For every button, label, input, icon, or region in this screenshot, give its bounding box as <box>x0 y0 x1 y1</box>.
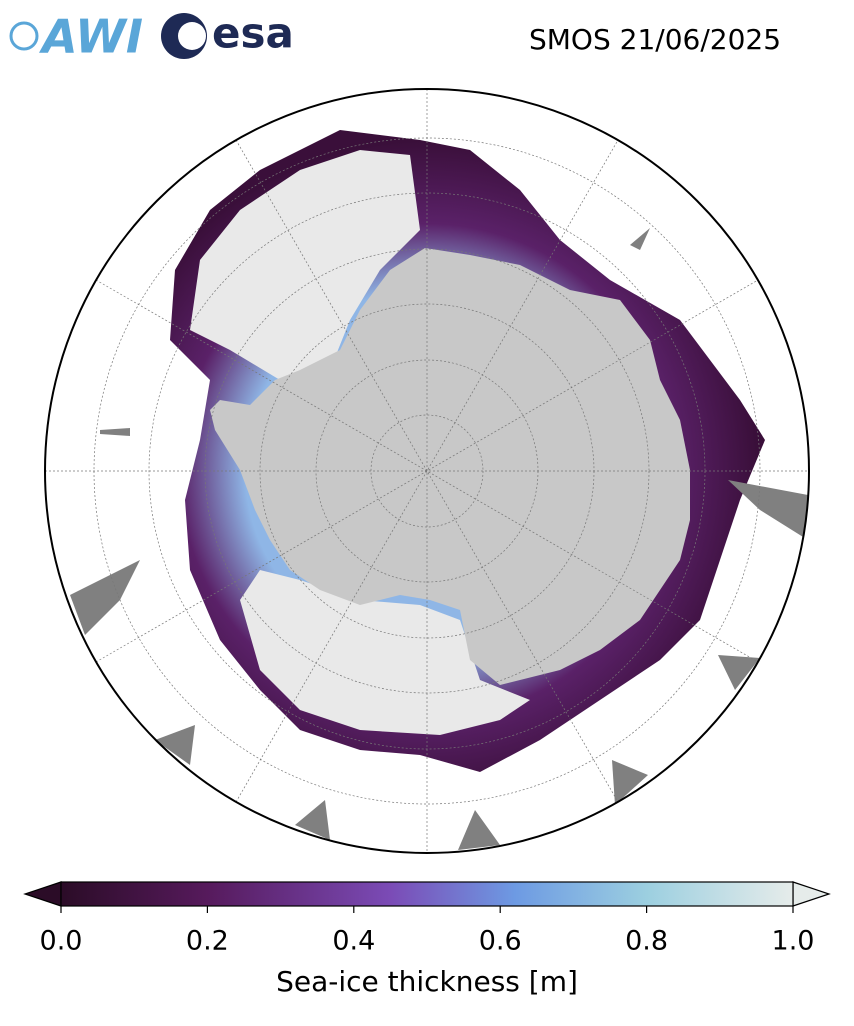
colorbar-tick-label: 0.0 <box>40 926 83 957</box>
graticule <box>45 89 809 853</box>
awi-text: AWI <box>39 10 143 64</box>
thick-ice-ross <box>240 570 530 735</box>
title: SMOS 21/06/2025 <box>529 23 781 56</box>
colorbar-tick-label: 0.2 <box>186 926 229 957</box>
awi-logo: AWI <box>9 10 143 64</box>
colorbar-label: Sea-ice thickness [m] <box>276 965 578 998</box>
colorbar <box>23 881 831 907</box>
antarctica <box>210 248 690 685</box>
islands <box>70 228 808 850</box>
thick-ice-weddell <box>190 150 420 380</box>
colorbar-tick-label: 0.6 <box>479 926 522 957</box>
esa-logo: esa <box>161 9 294 59</box>
colorbar-tick-label: 0.4 <box>332 926 375 957</box>
esa-text: esa <box>212 9 294 58</box>
map <box>45 89 809 853</box>
colorbar-tick-label: 1.0 <box>772 926 815 957</box>
map-border <box>44 88 810 854</box>
colorbar-tick-label: 0.8 <box>625 926 668 957</box>
